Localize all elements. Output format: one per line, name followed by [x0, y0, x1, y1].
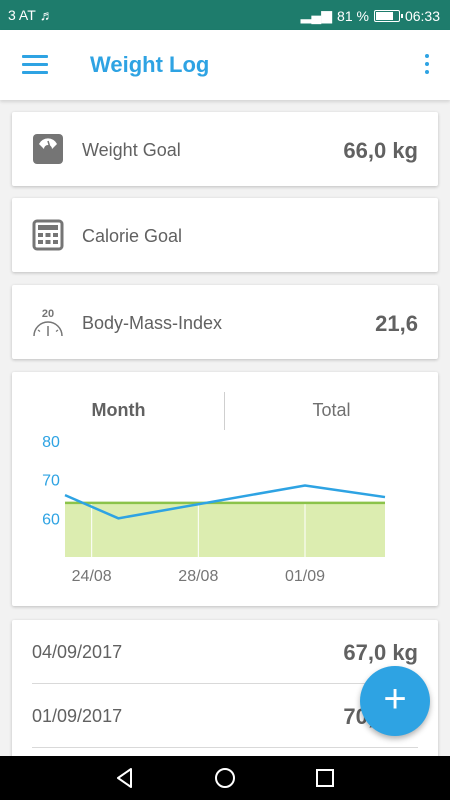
navigation-bar — [0, 756, 450, 800]
tab-month[interactable]: Month — [91, 400, 146, 420]
music-icon: ♬ — [39, 7, 54, 23]
recents-icon[interactable] — [313, 766, 337, 790]
calculator-icon — [32, 219, 64, 251]
scale-icon — [33, 134, 63, 164]
battery-percent: 81 % — [337, 7, 369, 24]
chart-card: Month Total 24/08 28/08 01/09 60 70 80 — [12, 372, 438, 606]
goal-area — [65, 502, 385, 557]
hamburger-menu-icon[interactable] — [22, 55, 48, 75]
add-entry-button[interactable]: + — [360, 666, 430, 736]
x-tick-label: 24/08 — [72, 568, 112, 585]
entry-date: 01/09/2017 — [32, 706, 123, 726]
entry-weight: 67,0 kg — [343, 640, 418, 665]
chart-tabs: Month Total — [12, 392, 438, 432]
status-bar: 3 AT ♬ ▂▄▆ 81 % 06:33 — [0, 0, 450, 30]
y-tick-label: 70 — [42, 473, 60, 490]
calorie-goal-card[interactable]: Calorie Goal — [12, 198, 438, 272]
home-icon[interactable] — [213, 766, 237, 790]
y-tick-label: 80 — [42, 434, 60, 451]
bmi-card[interactable]: 20 Body-Mass-Index 21,6 — [12, 285, 438, 359]
weight-series-line — [64, 484, 386, 520]
x-tick-label: 28/08 — [178, 568, 218, 585]
carrier-label: 3 AT — [8, 7, 36, 23]
clock: 06:33 — [404, 7, 440, 24]
bmi-gauge-icon: 20 — [33, 308, 63, 337]
app-title: Weight Log — [90, 52, 210, 77]
bmi-value: 21,6 — [375, 311, 418, 336]
bmi-icon-text: 20 — [42, 308, 54, 320]
app-bar: Weight Log — [0, 30, 450, 100]
tab-total[interactable]: Total — [312, 400, 351, 420]
battery-icon — [373, 9, 403, 22]
weight-goal-value: 66,0 kg — [343, 138, 418, 163]
weight-goal-label: Weight Goal — [82, 140, 181, 160]
weight-goal-card[interactable]: Weight Goal 66,0 kg — [12, 112, 438, 186]
y-tick-label: 60 — [42, 511, 60, 528]
x-tick-label: 01/09 — [285, 568, 325, 585]
more-vert-icon[interactable] — [422, 54, 432, 76]
bmi-label: Body-Mass-Index — [82, 313, 223, 333]
back-icon[interactable] — [113, 766, 137, 790]
calorie-goal-label: Calorie Goal — [82, 226, 183, 246]
signal-icon: ▂▄▆ — [300, 7, 333, 23]
weight-chart: 24/08 28/08 01/09 60 70 80 — [42, 434, 386, 585]
entry-date: 04/09/2017 — [32, 642, 123, 662]
tab-divider — [224, 392, 225, 430]
list-item[interactable]: 04/09/2017 67,0 kg — [32, 620, 418, 684]
